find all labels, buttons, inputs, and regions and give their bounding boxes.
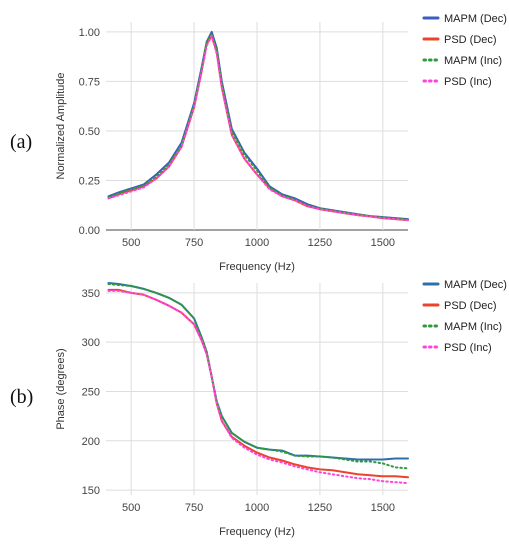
x-tick-label: 1000 bbox=[245, 502, 269, 514]
y-tick-label: 250 bbox=[82, 386, 100, 398]
y-axis-label: Phase (degrees) bbox=[55, 348, 67, 429]
series-line-mapm-dec bbox=[107, 30, 409, 221]
x-tick-label: 1250 bbox=[308, 502, 332, 514]
y-tick-label: 200 bbox=[82, 436, 100, 448]
x-tick-label: 500 bbox=[122, 237, 140, 249]
panel-label: (a) bbox=[10, 131, 32, 153]
legend-label: MAPM (Inc) bbox=[444, 55, 502, 67]
x-tick-label: 1250 bbox=[308, 237, 332, 249]
legend-label: PSD (Dec) bbox=[444, 300, 497, 312]
x-tick-label: 1000 bbox=[245, 237, 269, 249]
legend-label: PSD (Dec) bbox=[444, 34, 497, 46]
x-tick-label: 750 bbox=[185, 237, 203, 249]
series-line-mapm-inc bbox=[107, 32, 409, 221]
legend-label: MAPM (Dec) bbox=[444, 279, 507, 291]
x-tick-label: 750 bbox=[185, 502, 203, 514]
y-axis-label: Normalized Amplitude bbox=[55, 73, 67, 180]
x-tick-label: 1500 bbox=[371, 237, 395, 249]
y-tick-label: 150 bbox=[82, 485, 100, 497]
series-line-mapm-inc bbox=[107, 283, 409, 470]
legend-label: PSD (Inc) bbox=[444, 76, 492, 88]
y-tick-label: 0.00 bbox=[79, 225, 100, 237]
y-tick-label: 300 bbox=[82, 337, 100, 349]
x-axis-label: Frequency (Hz) bbox=[219, 261, 295, 273]
x-tick-label: 1500 bbox=[371, 502, 395, 514]
y-tick-label: 350 bbox=[82, 288, 100, 300]
y-tick-label: 1.00 bbox=[79, 27, 100, 39]
legend-label: MAPM (Inc) bbox=[444, 321, 502, 333]
y-tick-label: 0.75 bbox=[79, 76, 100, 88]
legend-label: PSD (Inc) bbox=[444, 342, 492, 354]
series-line-psd-inc bbox=[107, 34, 409, 222]
legend-label: MAPM (Dec) bbox=[444, 13, 507, 25]
y-tick-label: 0.25 bbox=[79, 175, 100, 187]
x-axis-label: Frequency (Hz) bbox=[219, 526, 295, 538]
x-tick-label: 500 bbox=[122, 502, 140, 514]
y-tick-label: 0.50 bbox=[79, 126, 100, 138]
panel-label: (b) bbox=[10, 386, 33, 408]
series-line-psd-inc bbox=[107, 289, 409, 485]
series-line-mapm-dec bbox=[107, 282, 409, 461]
series-line-psd-dec bbox=[107, 34, 409, 222]
series-line-psd-dec bbox=[107, 288, 409, 479]
